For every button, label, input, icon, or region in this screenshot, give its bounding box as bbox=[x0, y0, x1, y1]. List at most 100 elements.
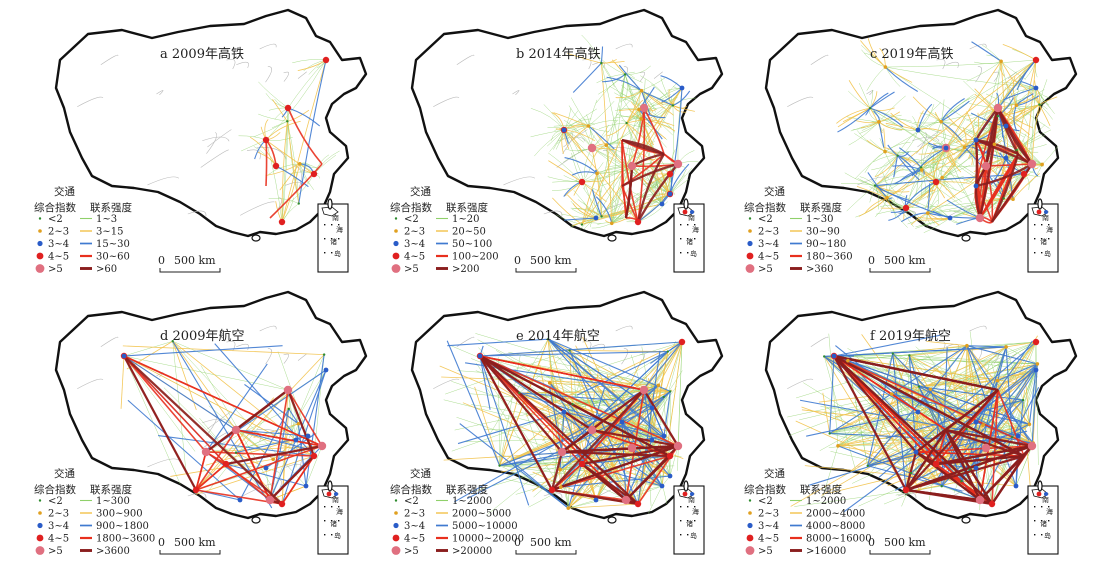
legend-index-label: 4~5 bbox=[758, 252, 779, 263]
legend-index-label: 3~4 bbox=[404, 521, 425, 532]
connection-line bbox=[602, 73, 626, 83]
scale-line bbox=[869, 268, 931, 273]
legend-header-transport: 交通 bbox=[410, 185, 431, 198]
city-node bbox=[619, 419, 625, 425]
legend-index-label: <2 bbox=[48, 496, 63, 507]
connection-line bbox=[898, 147, 922, 168]
connection-line bbox=[848, 90, 871, 109]
connection-line bbox=[833, 355, 937, 465]
connection-line bbox=[833, 355, 1038, 365]
inset-label: 诸 bbox=[330, 519, 337, 528]
city-node bbox=[548, 486, 556, 494]
connection-line bbox=[979, 386, 1040, 501]
inset-island bbox=[687, 238, 689, 240]
city-node bbox=[1020, 170, 1028, 178]
inset-label: 海 bbox=[336, 507, 343, 516]
inset-island bbox=[694, 520, 696, 522]
legend-index-label: >5 bbox=[48, 264, 63, 275]
connection-line bbox=[861, 49, 886, 68]
legend-strength-label: >20000 bbox=[452, 546, 492, 557]
scale-zero: 0 bbox=[868, 254, 875, 267]
inset-node bbox=[690, 210, 694, 214]
legend-index-swatch bbox=[37, 240, 43, 247]
connection-line bbox=[581, 90, 642, 225]
connection-line bbox=[547, 338, 665, 437]
connection-line bbox=[861, 334, 981, 501]
connection-line bbox=[560, 396, 664, 488]
scale-label: 500 km bbox=[174, 254, 216, 267]
connection-line bbox=[269, 455, 315, 501]
connection-line bbox=[568, 499, 597, 509]
connection-line bbox=[123, 355, 207, 453]
inset-label: 海 bbox=[1046, 507, 1053, 516]
legend-strength-label: 1~30 bbox=[806, 214, 833, 225]
connection-line bbox=[479, 355, 530, 506]
inset-island bbox=[338, 506, 340, 508]
legend-strength-label: 300~900 bbox=[96, 509, 143, 520]
city-node bbox=[231, 425, 241, 435]
connection-line bbox=[643, 389, 679, 447]
legend-index-swatch bbox=[392, 252, 400, 260]
inset-node bbox=[682, 491, 688, 497]
legend-header-strength: 联系强度 bbox=[90, 483, 132, 496]
inset-island bbox=[680, 224, 682, 226]
city-node bbox=[975, 495, 985, 505]
connection-line bbox=[975, 138, 1019, 156]
scale-zero: 0 bbox=[158, 536, 165, 549]
city-node bbox=[1040, 162, 1044, 167]
connection-line bbox=[235, 429, 315, 457]
connection-line bbox=[286, 389, 316, 457]
city-node bbox=[831, 353, 837, 359]
connection-line bbox=[1031, 87, 1037, 165]
city-node bbox=[547, 381, 552, 385]
city-node bbox=[679, 85, 685, 91]
connection-line bbox=[601, 62, 615, 88]
connection-line bbox=[886, 197, 908, 228]
city-node bbox=[999, 59, 1003, 64]
city-node bbox=[639, 103, 649, 113]
city-nodes bbox=[476, 337, 686, 510]
city-node bbox=[639, 88, 644, 93]
connection-line bbox=[875, 155, 898, 177]
connection-line bbox=[621, 138, 665, 156]
connection-line bbox=[926, 340, 967, 347]
city-node bbox=[293, 437, 299, 443]
connection-line bbox=[581, 173, 598, 225]
connection-line bbox=[893, 155, 899, 178]
connection-line bbox=[997, 389, 1025, 457]
legend-header-transport: 交通 bbox=[54, 185, 75, 198]
city-node bbox=[271, 457, 275, 462]
city-node bbox=[578, 178, 586, 186]
legend-index-swatch bbox=[747, 522, 753, 529]
connection-line bbox=[940, 121, 946, 138]
legend-header-index: 综合指数 bbox=[390, 483, 432, 496]
inset-island bbox=[687, 506, 689, 508]
connection-line bbox=[648, 485, 663, 514]
connection-line bbox=[974, 139, 979, 187]
city-node bbox=[943, 145, 949, 151]
inset-island bbox=[1034, 238, 1036, 240]
inset-label: 南 bbox=[332, 213, 339, 222]
connection-line bbox=[1028, 369, 1037, 425]
legend-strength-label: >60 bbox=[96, 264, 117, 275]
connection-line bbox=[195, 397, 275, 491]
inset-island bbox=[1048, 224, 1050, 226]
connection-line bbox=[123, 355, 181, 485]
connection-network bbox=[836, 38, 1059, 233]
legend-index-swatch bbox=[36, 534, 44, 542]
city-node bbox=[866, 464, 869, 467]
city-node bbox=[940, 175, 944, 180]
city-node bbox=[561, 127, 567, 133]
connection-line bbox=[1005, 408, 1034, 444]
connection-network bbox=[787, 331, 1040, 513]
city-node bbox=[962, 145, 967, 150]
connection-line bbox=[563, 129, 597, 219]
connection-line bbox=[122, 355, 198, 491]
scale-bar: 0 500 km bbox=[868, 254, 931, 273]
